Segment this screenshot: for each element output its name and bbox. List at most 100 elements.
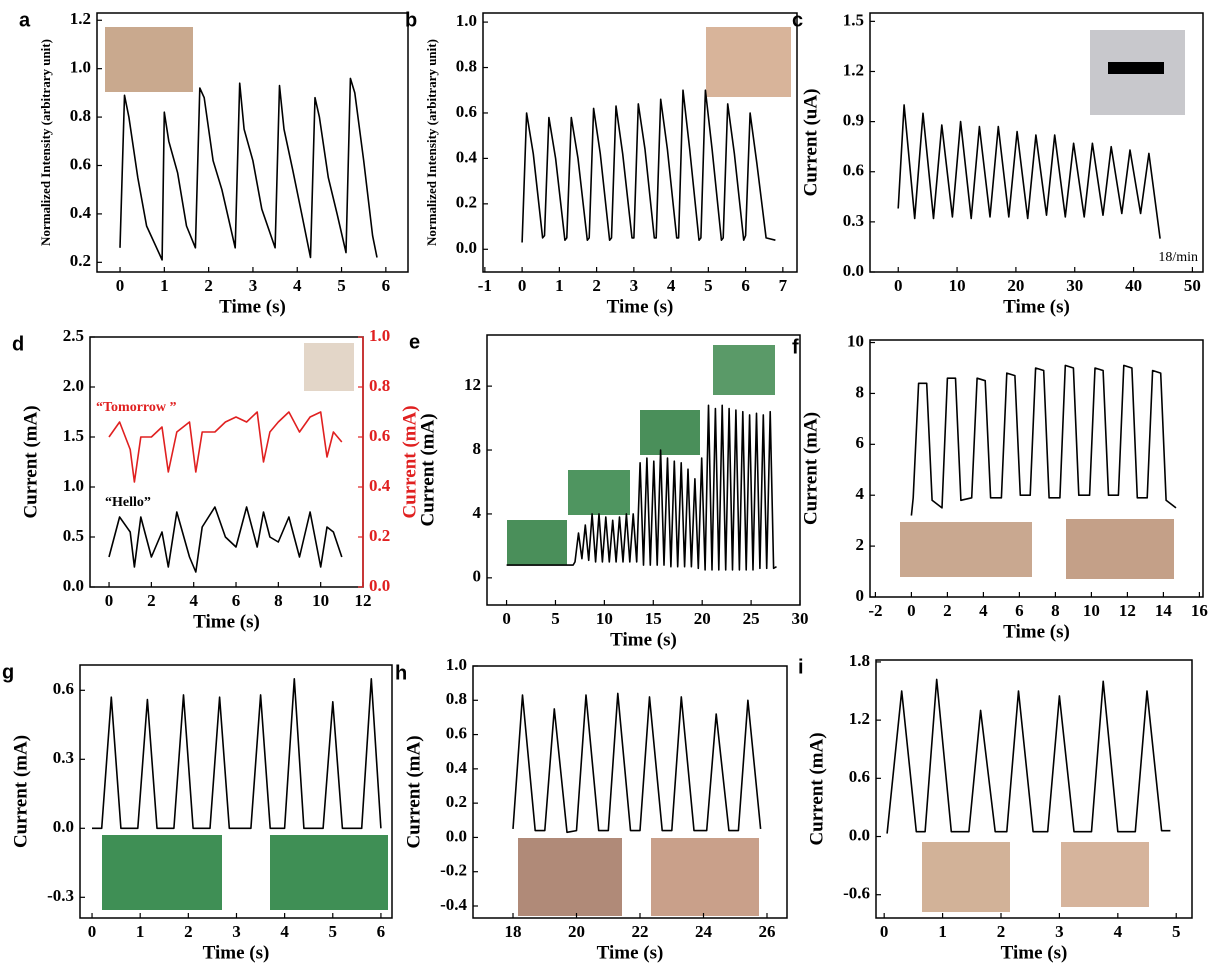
photo (713, 345, 775, 395)
x-tick-label: 3 (249, 276, 258, 295)
x-tick-label: 1 (160, 276, 169, 295)
x-tick-label: -1 (478, 276, 492, 295)
y-axis-label: Normalized Intensity (arbitrary unit) (424, 39, 439, 246)
y-tick-label: -0.2 (440, 861, 467, 880)
x-tick-label: 0 (105, 591, 114, 610)
x-tick-label: 15 (645, 609, 662, 628)
y-tick-label: 10 (847, 331, 864, 350)
y-tick-label: 8 (473, 439, 482, 458)
y2-tick-label: 1.0 (369, 326, 390, 345)
x-tick-label: 4 (280, 922, 289, 941)
y-tick-label: 0.0 (53, 817, 74, 836)
photo-mask (1108, 62, 1164, 74)
photo (651, 838, 759, 916)
x-tick-label: 3 (630, 276, 639, 295)
y-tick-label: 0.3 (843, 211, 864, 230)
x-tick-label: 5 (337, 276, 346, 295)
x-axis-label: Time (s) (1003, 296, 1070, 317)
panel-label: g (2, 661, 14, 683)
series-label: “Hello” (105, 495, 151, 510)
data-line (910, 364, 1177, 516)
x-tick-label: 2 (997, 922, 1006, 941)
y2-tick-label: 0.8 (369, 376, 390, 395)
y-tick-label: 1.0 (70, 58, 91, 77)
panel-label: f (792, 336, 799, 358)
y-tick-label: 0.5 (63, 526, 84, 545)
y-axis-label: Current (mA) (403, 735, 424, 848)
y-axis-label: Current (mA) (10, 735, 31, 848)
y2-tick-label: 0.0 (369, 576, 390, 595)
y-tick-label: 4 (473, 503, 482, 522)
x-tick-label: 4 (293, 276, 302, 295)
y-tick-label: 0.6 (446, 723, 467, 742)
y-tick-label: 1.2 (849, 709, 870, 728)
y-tick-label: -0.3 (47, 886, 74, 905)
y-tick-label: 0.0 (446, 826, 467, 845)
panel-label: c (792, 9, 803, 31)
photo (568, 470, 630, 515)
x-axis-label: Time (s) (193, 611, 260, 632)
x-tick-label: 20 (568, 922, 585, 941)
x-tick-label: 6 (382, 276, 391, 295)
photo (1066, 519, 1174, 579)
y-tick-label: 0.4 (456, 147, 478, 166)
panel-label: h (395, 662, 407, 684)
x-tick-label: 0 (88, 922, 97, 941)
x-axis-label: Time (s) (1003, 621, 1070, 642)
y-tick-label: 0.2 (456, 193, 477, 212)
data-line (897, 104, 1161, 239)
y-tick-label: 4 (856, 484, 865, 503)
y-tick-label: 6 (856, 433, 865, 452)
plot-frame (486, 334, 801, 606)
data-line (506, 404, 777, 571)
y-tick-label: 8 (856, 382, 865, 401)
y-axis-label: Current (mA) (800, 412, 821, 525)
panel-label: i (798, 656, 804, 678)
photo (518, 838, 622, 916)
y-tick-label: 0.4 (446, 758, 468, 777)
y-tick-label: 1.0 (446, 655, 467, 674)
photo (105, 27, 193, 92)
plot-frame (875, 659, 1193, 919)
x-tick-label: 6 (232, 591, 241, 610)
data-line (108, 506, 343, 573)
y-tick-label: 0.6 (70, 154, 91, 173)
x-tick-label: 20 (694, 609, 711, 628)
photo (900, 522, 1032, 577)
photo (507, 520, 567, 565)
y-tick-label: 1.0 (456, 11, 477, 30)
y-tick-label: 0.4 (70, 203, 92, 222)
x-tick-label: 8 (274, 591, 283, 610)
y-tick-label: 0.0 (63, 576, 84, 595)
y-axis-label: Current (mA) (417, 413, 438, 526)
x-tick-label: 1 (938, 922, 947, 941)
x-tick-label: 0 (502, 609, 511, 628)
y-tick-label: 0.6 (843, 161, 864, 180)
x-tick-label: 25 (743, 609, 760, 628)
y-axis-label: Normalized Intensity (arbitrary unit) (38, 39, 53, 246)
data-line (108, 411, 343, 483)
x-tick-label: 6 (741, 276, 750, 295)
photo (1061, 842, 1149, 907)
annotation: 18/min (1158, 250, 1198, 265)
x-tick-label: 2 (204, 276, 213, 295)
y-tick-label: 0.0 (849, 825, 870, 844)
x-tick-label: 5 (704, 276, 713, 295)
y-tick-label: 1.8 (849, 651, 870, 670)
x-tick-label: 2 (184, 922, 193, 941)
x-axis-label: Time (s) (610, 629, 677, 650)
x-tick-label: 3 (232, 922, 241, 941)
x-tick-label: 22 (632, 922, 649, 941)
x-tick-label: 10 (596, 609, 613, 628)
x-tick-label: 14 (1155, 601, 1173, 620)
x-tick-label: 2 (147, 591, 156, 610)
y-tick-label: 0.0 (843, 261, 864, 280)
x-tick-label: 6 (1015, 601, 1024, 620)
y-tick-label: 1.2 (70, 9, 91, 28)
x-tick-label: 20 (1007, 276, 1024, 295)
photo (922, 842, 1010, 912)
x-tick-label: 30 (1066, 276, 1083, 295)
y-tick-label: -0.6 (843, 884, 870, 903)
y-tick-label: 0 (856, 586, 865, 605)
